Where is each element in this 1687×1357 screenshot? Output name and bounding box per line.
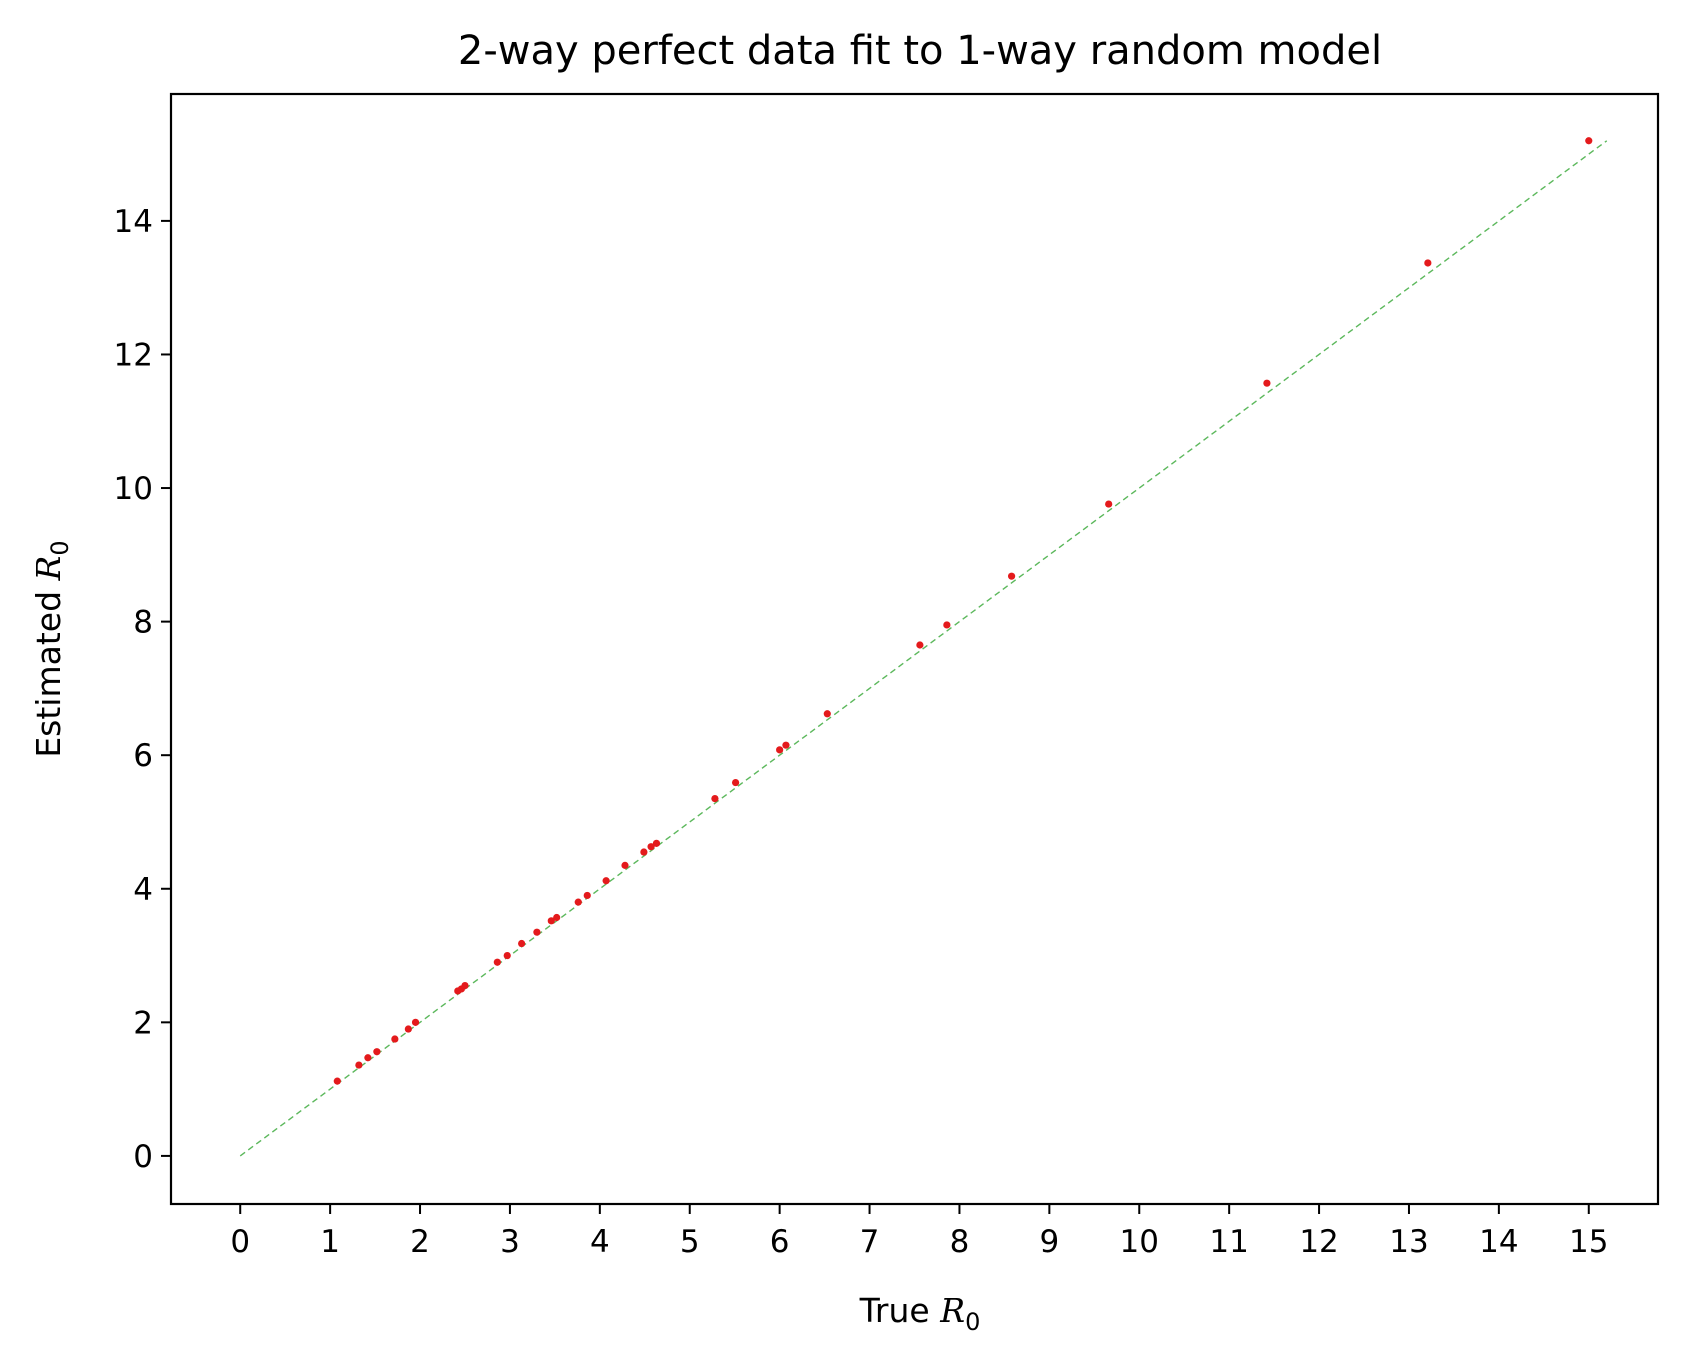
y-axis-label-symbol: R <box>29 556 68 582</box>
data-point <box>391 1035 399 1043</box>
data-point <box>373 1048 381 1056</box>
plot-area <box>239 137 1608 1157</box>
data-point <box>1585 137 1593 145</box>
data-point <box>503 951 511 960</box>
data-point <box>782 741 790 749</box>
data-point <box>640 848 648 856</box>
x-tick-label: 9 <box>1039 1224 1059 1260</box>
data-point <box>1263 379 1271 387</box>
x-tick-label: 2 <box>410 1224 430 1260</box>
data-point <box>776 746 784 754</box>
x-tick-label: 10 <box>1120 1224 1159 1260</box>
data-point <box>493 958 501 966</box>
data-point <box>461 982 469 990</box>
x-tick-label: 12 <box>1299 1224 1338 1260</box>
x-tick-label: 0 <box>230 1224 250 1260</box>
y-axis: 0 2 4 6 8 10 12 14 <box>114 204 171 1175</box>
data-point <box>364 1054 372 1062</box>
y-tick-label: 2 <box>133 1005 153 1041</box>
data-point <box>943 621 951 629</box>
data-point <box>518 939 526 948</box>
x-tick-label: 15 <box>1569 1224 1608 1260</box>
x-tick-label: 8 <box>950 1224 970 1260</box>
y-tick-label: 12 <box>114 337 153 373</box>
y-axis-label-subscript: 0 <box>46 540 74 555</box>
data-point <box>355 1061 363 1069</box>
x-tick-label: 11 <box>1209 1224 1248 1260</box>
data-point <box>404 1025 412 1033</box>
data-point <box>711 795 719 803</box>
x-tick-label: 7 <box>860 1224 880 1260</box>
y-tick-label: 4 <box>133 872 153 908</box>
y-axis-label: Estimated R0 <box>29 540 74 757</box>
x-tick-label: 13 <box>1389 1224 1428 1260</box>
data-point <box>1424 259 1432 267</box>
x-tick-label: 6 <box>770 1224 790 1260</box>
x-axis-label: True R0 <box>859 1291 981 1336</box>
data-point <box>583 891 591 900</box>
chart-title: 2-way perfect data fit to 1-way random m… <box>458 28 1382 74</box>
x-tick-label: 1 <box>320 1224 340 1260</box>
reference-line <box>239 140 1608 1157</box>
data-point <box>602 877 610 885</box>
x-axis: 0 1 2 3 4 5 6 7 8 9 10 11 12 13 14 15 <box>230 1204 1609 1260</box>
y-tick-label: 10 <box>114 471 153 507</box>
plot-frame <box>169 92 1660 1206</box>
data-point <box>574 898 582 906</box>
y-tick-label: 14 <box>114 204 153 240</box>
y-tick-label: 8 <box>133 605 153 641</box>
data-point <box>731 778 740 787</box>
y-tick-label: 6 <box>133 738 153 774</box>
data-point <box>547 917 555 925</box>
x-axis-label-symbol: R <box>939 1291 965 1330</box>
x-tick-label: 3 <box>500 1224 520 1260</box>
x-axis-label-prefix: True <box>859 1291 941 1330</box>
data-point <box>533 928 541 936</box>
data-point <box>916 641 924 649</box>
data-point <box>647 843 655 851</box>
data-point <box>621 861 629 869</box>
data-point <box>553 913 561 922</box>
data-point <box>823 710 831 718</box>
data-point <box>1007 572 1016 580</box>
y-tick-label: 0 <box>133 1139 153 1175</box>
x-tick-label: 14 <box>1479 1224 1518 1260</box>
data-point <box>652 839 661 847</box>
data-point <box>1105 500 1113 508</box>
data-point <box>411 1018 420 1026</box>
x-tick-label: 5 <box>680 1224 700 1260</box>
y-axis-label-prefix: Estimated <box>29 580 68 757</box>
x-axis-label-subscript: 0 <box>965 1308 980 1336</box>
data-point <box>333 1077 341 1085</box>
x-tick-label: 4 <box>590 1224 610 1260</box>
